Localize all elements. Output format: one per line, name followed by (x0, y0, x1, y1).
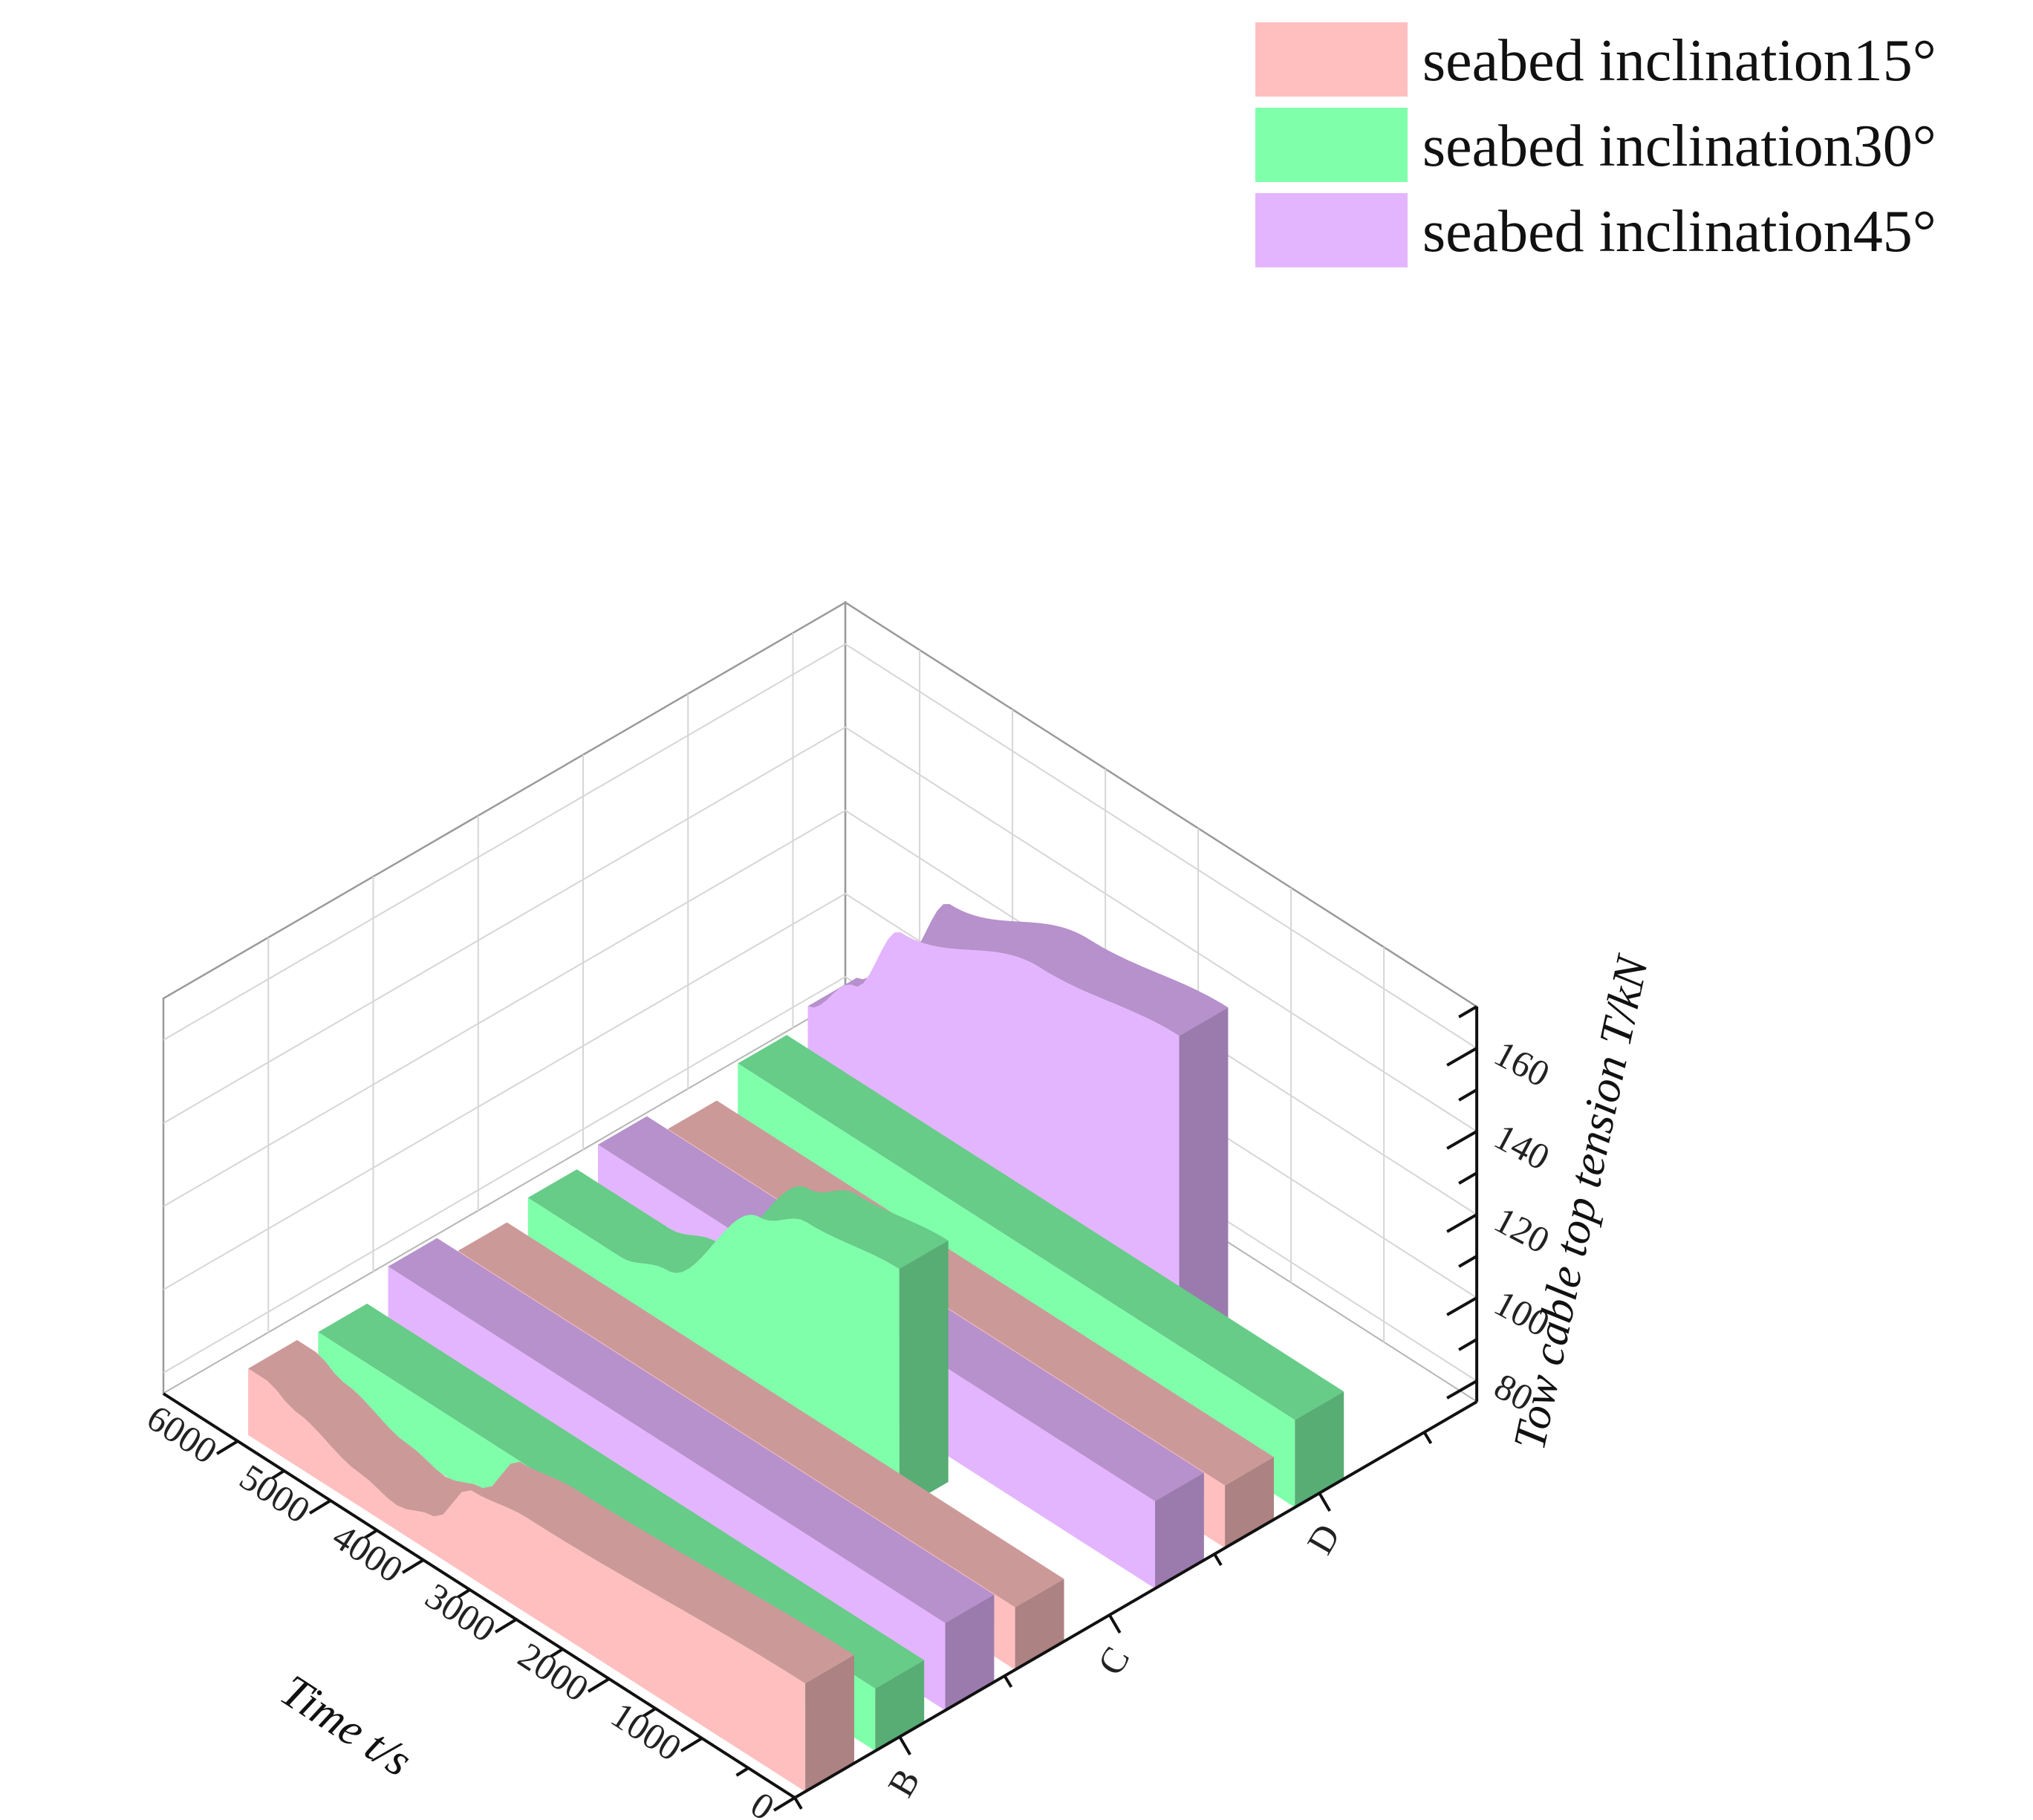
x-axis-line (162, 1392, 796, 1799)
category-tick (898, 1735, 911, 1756)
legend-label: seabed inclination30° (1422, 114, 1936, 179)
legend-swatch (1255, 22, 1408, 97)
x-major-tick (587, 1677, 611, 1693)
z-gridline (163, 809, 1477, 1215)
x-major-tick (215, 1440, 239, 1455)
ribbon-top-surface (738, 1035, 1344, 1420)
z-gridline (163, 643, 1477, 1049)
z-gridline (163, 892, 1477, 1299)
z-tick-label: 160 (1488, 1032, 1557, 1095)
z-minor-tick (1458, 1171, 1478, 1185)
x-minor-tick (364, 1529, 378, 1539)
ribbon-top-surface (248, 1339, 855, 1684)
x-major-tick (494, 1618, 518, 1634)
x-minor-tick (271, 1469, 285, 1480)
legend-label: seabed inclination45° (1422, 199, 1936, 264)
ribbon-end-face (1155, 1472, 1204, 1589)
x-tick-label: 0 (744, 1784, 781, 1820)
category-tick (1108, 1613, 1122, 1634)
category-axis-line (793, 1400, 1478, 1799)
z-minor-tick (1458, 1255, 1478, 1268)
legend-swatch (1255, 108, 1408, 182)
x-axis-title: Time t/s (272, 1665, 420, 1787)
z-minor-tick (1458, 1005, 1478, 1018)
category-tick-label: C (1089, 1639, 1137, 1682)
ribbon-B-series-1 (248, 1339, 855, 1792)
category-tick (1318, 1492, 1331, 1512)
z-tick-label: 140 (1488, 1115, 1557, 1178)
z-major-tick (1446, 1130, 1478, 1150)
x-major-tick (680, 1737, 703, 1752)
z-minor-tick (1458, 1088, 1478, 1102)
ribbon-end-face (805, 1654, 854, 1792)
category-minor-tick (1213, 1553, 1223, 1567)
z-gridline (163, 975, 1477, 1382)
ribbon-top-surface (388, 1238, 995, 1623)
category-minor-tick (793, 1796, 803, 1810)
ribbon-end-face (1179, 1007, 1229, 1348)
z-gridline (163, 726, 1477, 1132)
x-minor-tick (457, 1588, 471, 1599)
z-major-tick (1446, 1047, 1478, 1067)
legend-label: seabed inclination15° (1422, 28, 1936, 94)
ribbon-end-face (899, 1241, 949, 1511)
ribbon-end-face (1295, 1391, 1344, 1508)
x-minor-tick (643, 1707, 657, 1717)
x-minor-tick (735, 1767, 749, 1777)
category-minor-tick (1422, 1431, 1433, 1445)
ribbon-top-surface (318, 1303, 925, 1689)
z-major-tick (1446, 1379, 1478, 1400)
z-major-tick (1446, 1296, 1478, 1316)
ribbon-end-face (945, 1594, 995, 1711)
x-major-tick (772, 1796, 796, 1812)
category-tick-label: B (879, 1761, 928, 1804)
ribbon-top-surface (807, 904, 1229, 1036)
ribbon-side-face (248, 1368, 806, 1792)
z-axis-title: Tow cable top tension T/kN (1504, 949, 1659, 1454)
category-tick-label: D (1298, 1517, 1348, 1561)
ribbons (248, 904, 1344, 1792)
z-minor-tick (1458, 1338, 1478, 1351)
category-minor-tick (1003, 1674, 1013, 1689)
z-major-tick (1446, 1213, 1478, 1233)
legend-swatch (1255, 193, 1408, 267)
legend: seabed inclination15° seabed inclination3… (1255, 22, 1936, 267)
x-minor-tick (550, 1648, 564, 1658)
x-major-tick (308, 1499, 332, 1515)
x-major-tick (401, 1559, 425, 1574)
axes (162, 1005, 1479, 1812)
ribbon-top-surface (458, 1222, 1064, 1608)
